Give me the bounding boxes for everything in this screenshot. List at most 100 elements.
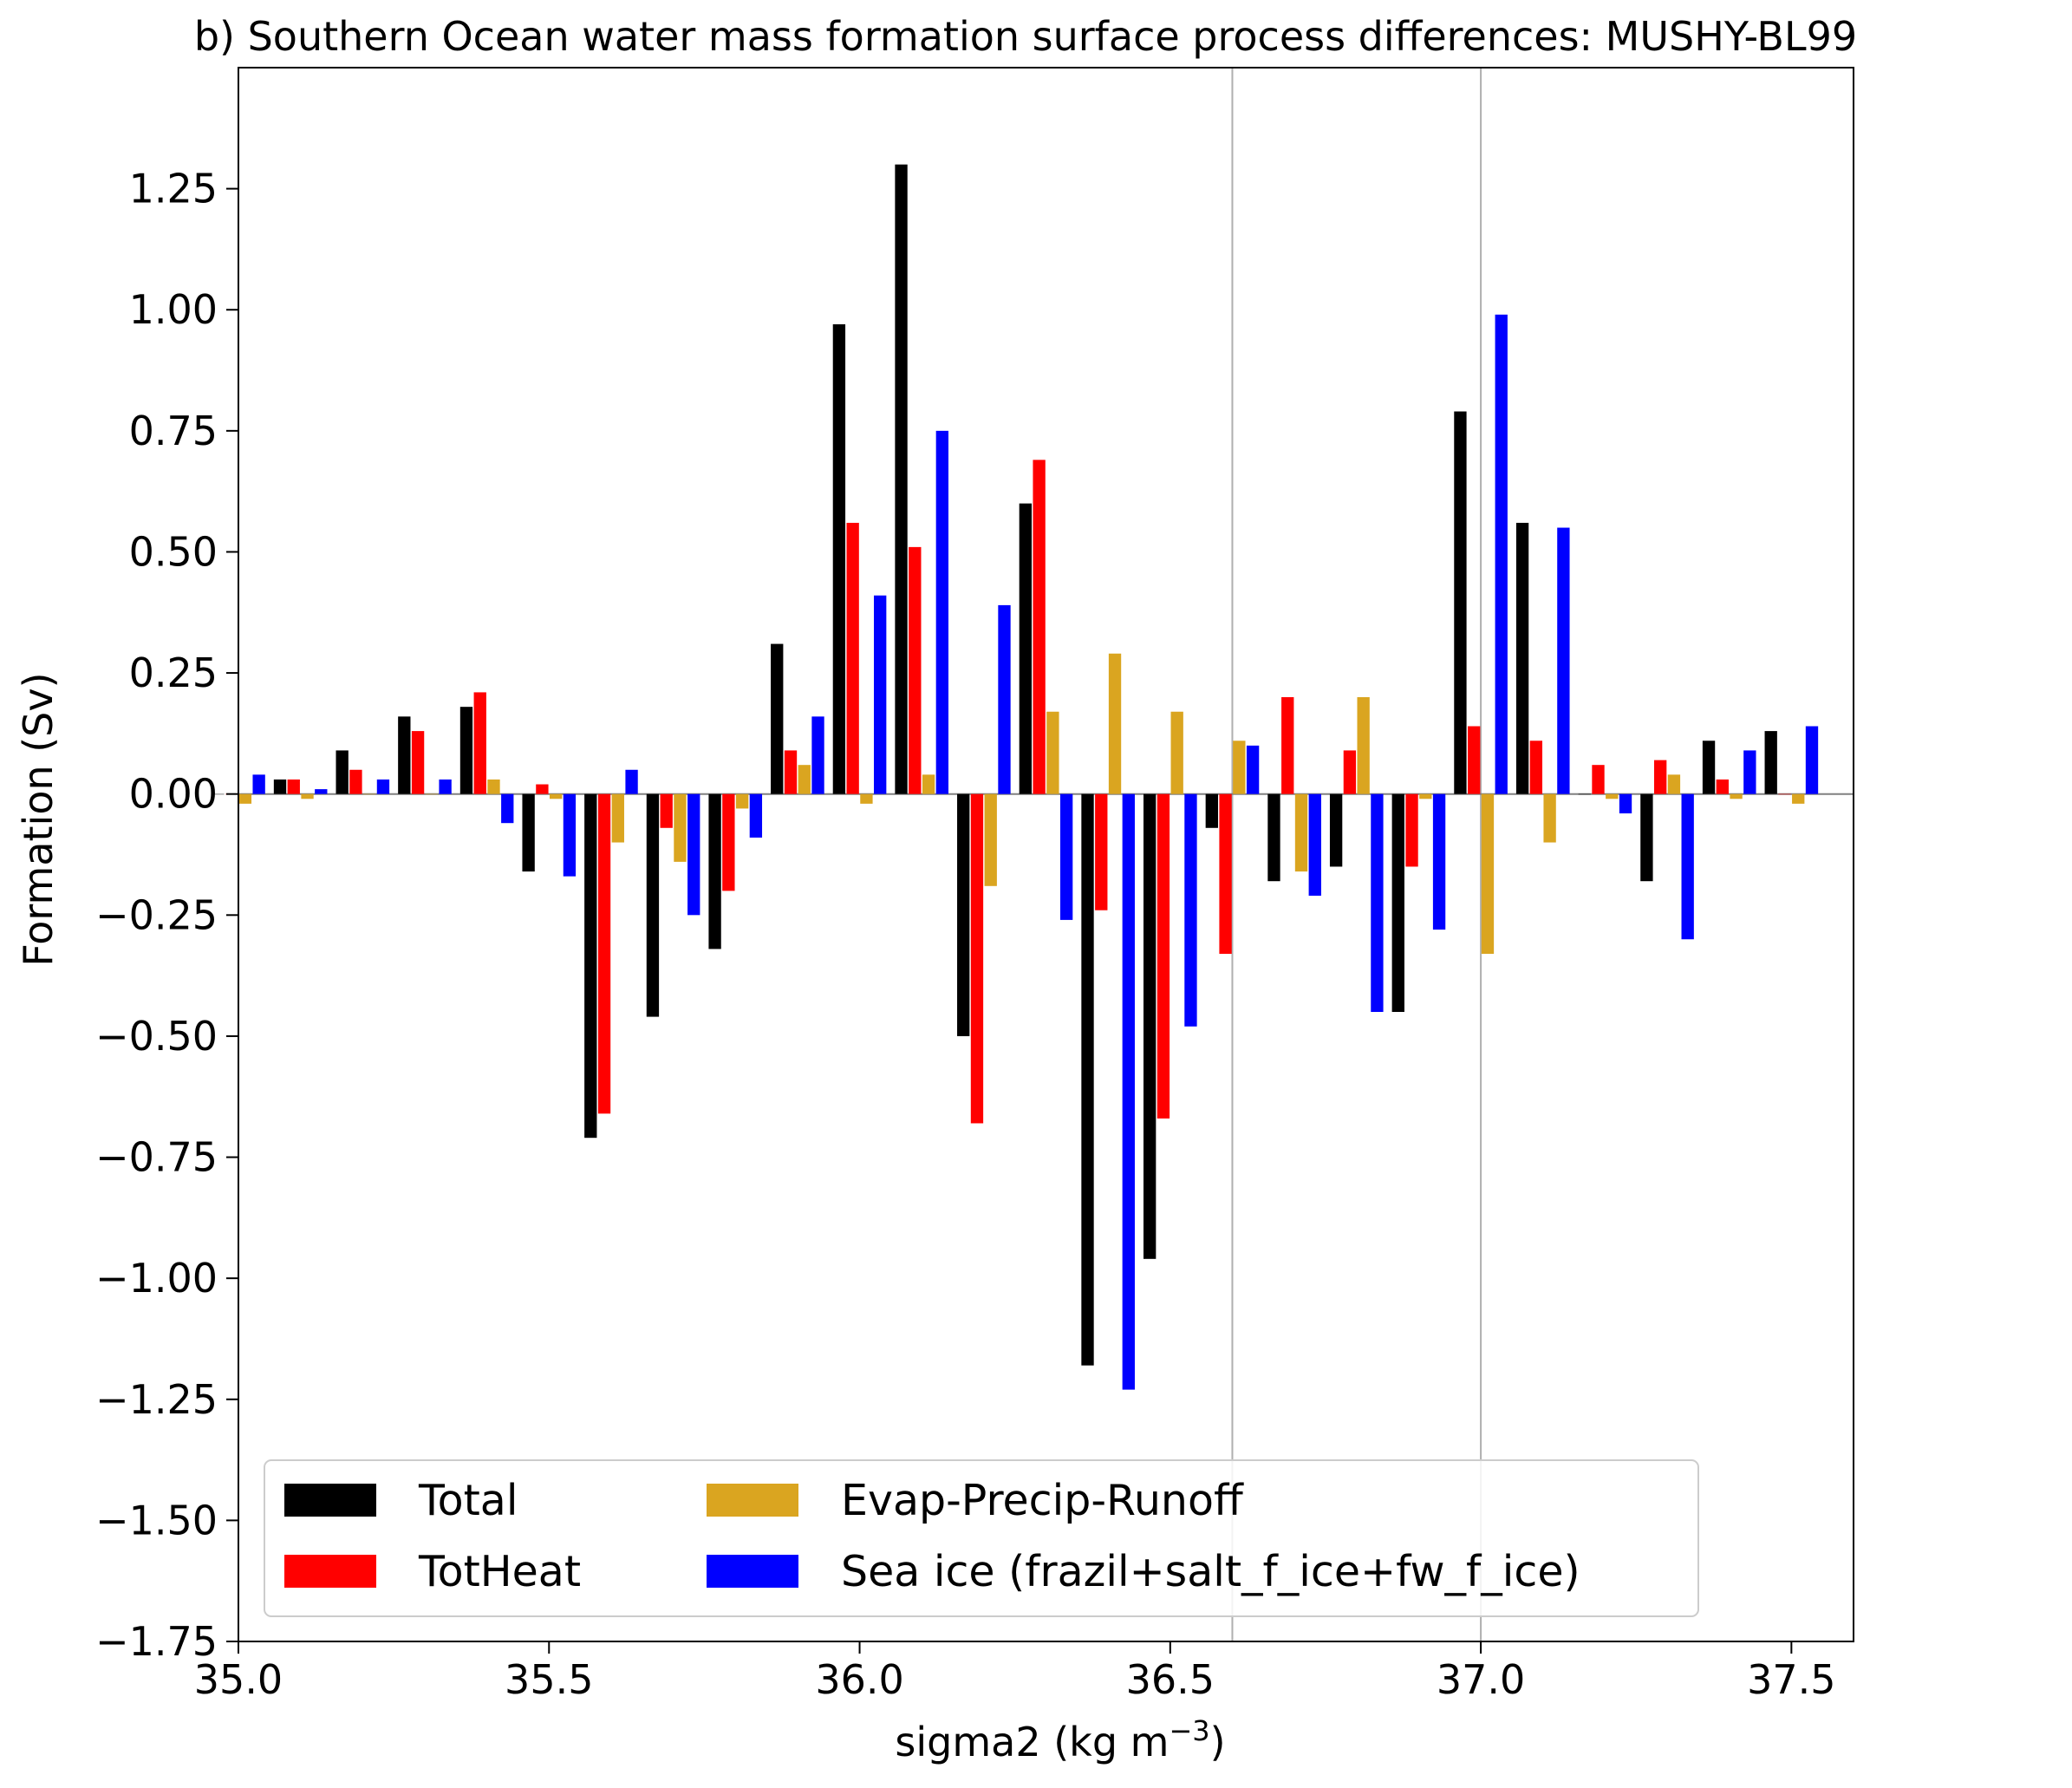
bar <box>811 716 824 794</box>
bar <box>1371 793 1384 1012</box>
bar <box>1157 793 1170 1119</box>
bar <box>687 793 700 916</box>
bar <box>771 643 784 794</box>
bar <box>287 779 300 794</box>
y-tick-label: −1.25 <box>95 1376 218 1423</box>
legend-label: Total <box>418 1476 518 1525</box>
bar <box>336 750 349 794</box>
bar <box>1405 793 1418 867</box>
y-tick-label: −1.50 <box>95 1497 218 1543</box>
bar <box>611 793 624 843</box>
y-tick-label: 1.00 <box>129 286 218 333</box>
bar <box>273 779 287 794</box>
bar <box>549 793 563 799</box>
bar <box>1592 765 1605 794</box>
x-tick-label: 35.0 <box>194 1656 283 1703</box>
bar <box>708 793 721 949</box>
bar <box>363 793 376 795</box>
bar <box>935 430 949 794</box>
bar <box>832 323 846 794</box>
bar <box>1059 793 1073 920</box>
y-tick-label: 0.00 <box>129 771 218 818</box>
x-axis-label: sigma2 (kg m−3) <box>895 1714 1225 1765</box>
bar <box>501 793 514 824</box>
legend-label: Evap-Precip-Runoff <box>841 1476 1244 1525</box>
bar <box>301 793 314 799</box>
bar <box>563 793 577 877</box>
y-tick-label: −1.00 <box>95 1255 218 1302</box>
bar <box>1543 793 1556 843</box>
reference-lines <box>1231 68 1482 1641</box>
x-tick-label: 36.0 <box>815 1656 903 1703</box>
bar <box>1792 793 1805 804</box>
bar <box>376 779 390 794</box>
bar <box>1081 793 1094 1366</box>
bar <box>646 793 660 1017</box>
bar <box>660 793 673 828</box>
y-tick-label: −0.50 <box>95 1013 218 1060</box>
y-tick-label: 0.50 <box>129 528 218 575</box>
bar <box>860 793 873 804</box>
legend-swatch <box>284 1555 376 1588</box>
bar <box>1640 793 1653 882</box>
bar <box>784 750 798 794</box>
bar <box>584 793 597 1139</box>
bar <box>1108 653 1122 794</box>
bar <box>1095 793 1108 910</box>
bar <box>1468 726 1481 794</box>
bar <box>1778 793 1791 795</box>
bar <box>252 774 265 794</box>
bar <box>895 164 908 794</box>
bar <box>1329 793 1343 867</box>
bar <box>1495 314 1508 794</box>
bar <box>1481 793 1495 954</box>
bar <box>425 793 439 795</box>
y-tick-label: −0.25 <box>95 891 218 938</box>
bar <box>1233 741 1246 794</box>
bar <box>1184 793 1197 1027</box>
bar <box>1122 793 1135 1390</box>
x-axis: 35.0 35.5 36.0 36.5 37.0 37.5 <box>194 1641 1836 1703</box>
legend-frame <box>264 1459 1699 1617</box>
bar <box>1557 527 1570 794</box>
y-axis-label: Formation (Sv) <box>15 672 62 966</box>
bar <box>970 793 984 1124</box>
chart-title: b) Southern Ocean water mass formation s… <box>194 13 1857 60</box>
bar <box>1702 741 1716 794</box>
bar <box>1716 779 1729 794</box>
bar <box>349 769 362 794</box>
x-axis-label-main: sigma2 (kg m <box>895 1719 1169 1765</box>
bar <box>1578 793 1591 795</box>
bar <box>1281 697 1294 794</box>
bar <box>998 604 1011 794</box>
bar <box>487 779 500 794</box>
bar <box>798 765 811 794</box>
bar <box>1743 750 1756 794</box>
bar <box>473 692 486 794</box>
bar <box>1454 411 1467 794</box>
bar <box>1246 745 1260 794</box>
legend-label: TotHeat <box>418 1547 581 1596</box>
bar <box>909 546 922 794</box>
bar <box>922 774 935 794</box>
legend-swatch <box>707 1555 798 1588</box>
bar <box>625 769 638 794</box>
bar <box>674 793 687 862</box>
bar <box>722 793 735 891</box>
bar <box>1294 793 1308 872</box>
bar <box>1432 793 1446 930</box>
bar <box>957 793 970 1036</box>
bar <box>1419 793 1432 799</box>
bar <box>1033 460 1046 794</box>
bar <box>1205 793 1218 828</box>
bar <box>398 716 411 794</box>
bar <box>1667 774 1681 794</box>
bar <box>1805 726 1819 794</box>
bar <box>1046 711 1059 794</box>
y-tick-label: −1.75 <box>95 1618 218 1665</box>
bar <box>1170 711 1183 794</box>
bar <box>1019 503 1033 794</box>
legend-swatch <box>284 1484 376 1517</box>
bar <box>536 784 549 794</box>
